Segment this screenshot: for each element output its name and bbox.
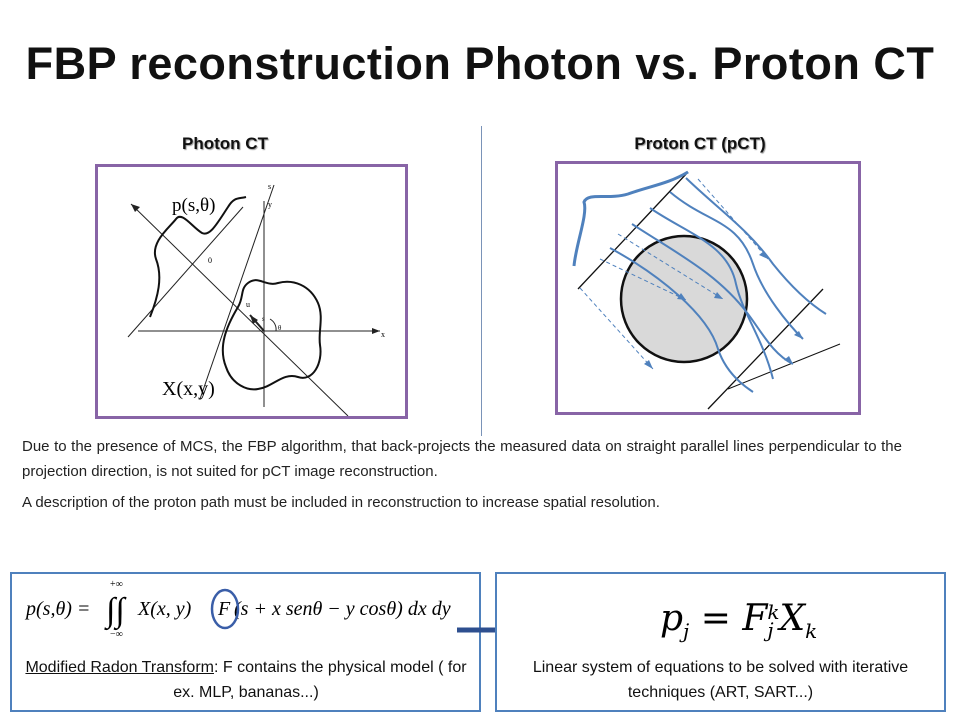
arrow-head-2 bbox=[644, 360, 653, 369]
object-outline bbox=[221, 279, 322, 391]
x-axis-label: x bbox=[381, 330, 385, 339]
arrow-head-3 bbox=[714, 292, 723, 299]
origin-label: 0 bbox=[208, 256, 212, 265]
proton-path-5 bbox=[609, 247, 754, 393]
theta-label: θ bbox=[278, 324, 282, 332]
radon-caption-title: Modified Radon Transform bbox=[25, 659, 214, 676]
radon-transform-box bbox=[10, 572, 481, 712]
x-axis-arrow bbox=[372, 328, 380, 334]
column-divider bbox=[481, 126, 482, 436]
arrow-head-1 bbox=[677, 293, 686, 300]
projection-axis-arrow bbox=[131, 204, 140, 212]
formula-integral: ∫∫ bbox=[104, 592, 127, 631]
proton-path-1 bbox=[631, 223, 794, 365]
u-vector-arrow bbox=[250, 315, 258, 324]
exit-detector-line bbox=[707, 288, 824, 410]
arrow-head-6 bbox=[794, 331, 803, 339]
formula-lower-limit: −∞ bbox=[110, 629, 123, 640]
formula-F: F bbox=[742, 598, 768, 639]
y-axis-label: y bbox=[268, 200, 272, 209]
photon-ct-diagram: s y x 0 u s θ p(s,θ) X(x,y) bbox=[95, 164, 408, 419]
paragraph-proton-path: A description of the proton path must be… bbox=[22, 494, 660, 511]
formula-argument: (s + x senθ − y cosθ) dx dy bbox=[234, 598, 451, 620]
proton-ct-heading: Proton CT (pCT) bbox=[634, 134, 766, 153]
linear-system-caption: Linear system of equations to be solved … bbox=[532, 659, 909, 701]
radon-formula: p(s,θ) = +∞ −∞ ∫∫ X(x, y) F (s + x senθ … bbox=[24, 579, 451, 640]
formula-sup-k: k bbox=[767, 600, 780, 624]
straight-path-1 bbox=[599, 258, 687, 301]
linear-system-box bbox=[495, 572, 946, 712]
proton-path-2 bbox=[649, 207, 774, 380]
straight-path-4 bbox=[697, 178, 769, 260]
projection-curve bbox=[149, 196, 247, 318]
s-small-label: s bbox=[262, 315, 265, 323]
formula-equals: = bbox=[700, 598, 731, 639]
entry-detector-line bbox=[577, 171, 689, 290]
paragraph-mcs: Due to the presence of MCS, the FBP algo… bbox=[22, 438, 902, 480]
radon-caption-text: : F contains the physical model ( for ex… bbox=[173, 659, 467, 701]
formula-p: p bbox=[660, 598, 684, 639]
u-label: u bbox=[246, 300, 250, 309]
s-axis-label: s bbox=[268, 182, 271, 191]
arrow-head-5 bbox=[784, 356, 793, 364]
photon-geometry-svg: s y x 0 u s θ p(s,θ) X(x,y) bbox=[127, 182, 385, 417]
formula-upper-limit: +∞ bbox=[110, 579, 123, 590]
proton-path-3 bbox=[669, 191, 804, 340]
formula-X: X bbox=[779, 598, 806, 639]
formula-sub-k: k bbox=[805, 619, 818, 644]
formula-lhs: p(s,θ) = bbox=[24, 598, 90, 620]
f-highlight-circle bbox=[210, 588, 240, 630]
formula-integrand-x: X(x, y) bbox=[137, 598, 192, 620]
s-axis bbox=[199, 184, 275, 400]
detector-line bbox=[127, 206, 244, 338]
radon-caption: Modified Radon Transform: F contains the… bbox=[20, 655, 472, 705]
object-label: X(x,y) bbox=[162, 378, 215, 400]
formula-f: F bbox=[217, 598, 231, 620]
projection-label: p(s,θ) bbox=[172, 195, 215, 216]
proton-geometry-svg bbox=[572, 170, 841, 410]
formula-sub-j: j bbox=[683, 619, 690, 644]
theta-arc bbox=[269, 318, 277, 332]
photon-ct-heading: Photon CT bbox=[182, 134, 268, 153]
proton-path-4 bbox=[685, 177, 827, 315]
projection-axis bbox=[130, 203, 349, 417]
arrow-head-4 bbox=[759, 251, 768, 259]
exit-detector-line-2 bbox=[727, 343, 841, 390]
projection-profile bbox=[572, 170, 689, 267]
proton-ct-diagram bbox=[555, 161, 861, 415]
page-title: FBP reconstruction Photon vs. Proton CT bbox=[25, 38, 935, 89]
